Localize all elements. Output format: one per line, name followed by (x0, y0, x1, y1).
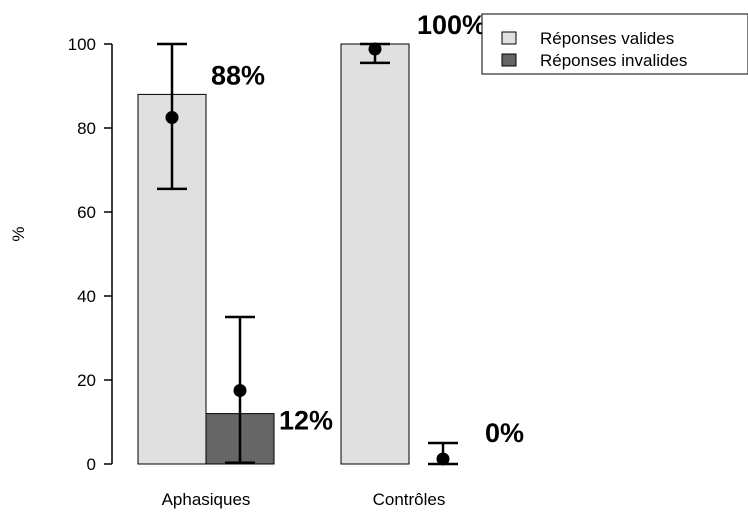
y-tick-label: 60 (77, 203, 96, 222)
y-tick-label: 40 (77, 287, 96, 306)
y-axis: 0 20 40 60 80 100 (68, 35, 113, 474)
data-label: 12% (279, 406, 333, 436)
legend-swatch-invalid (501, 53, 517, 67)
y-tick-label: 100 (68, 35, 96, 54)
y-axis-label: % (9, 226, 28, 241)
mean-point (368, 42, 382, 56)
category-label: Aphasiques (162, 490, 251, 509)
category-label: Contrôles (373, 490, 446, 509)
data-labels: 88% 12% 100% 0% (211, 10, 524, 448)
mean-point (233, 384, 247, 397)
bars (137, 43, 410, 465)
error-bars (157, 42, 458, 466)
data-label: 100% (417, 10, 486, 40)
legend-swatch-valid (501, 31, 517, 45)
data-label: 0% (485, 418, 524, 448)
mean-point (436, 452, 450, 466)
y-tick-label: 80 (77, 119, 96, 138)
bar-valid-1 (340, 43, 410, 465)
legend: Réponses valides Réponses invalides (481, 13, 748, 75)
y-tick-label: 20 (77, 371, 96, 390)
legend-entry-invalid: Réponses invalides (540, 51, 687, 70)
legend-entry-valid: Réponses valides (540, 29, 674, 48)
y-tick-label: 0 (87, 455, 96, 474)
mean-point (165, 111, 179, 124)
category-labels: Aphasiques Contrôles (162, 490, 446, 509)
legend-box (481, 13, 748, 75)
data-label: 88% (211, 60, 265, 90)
